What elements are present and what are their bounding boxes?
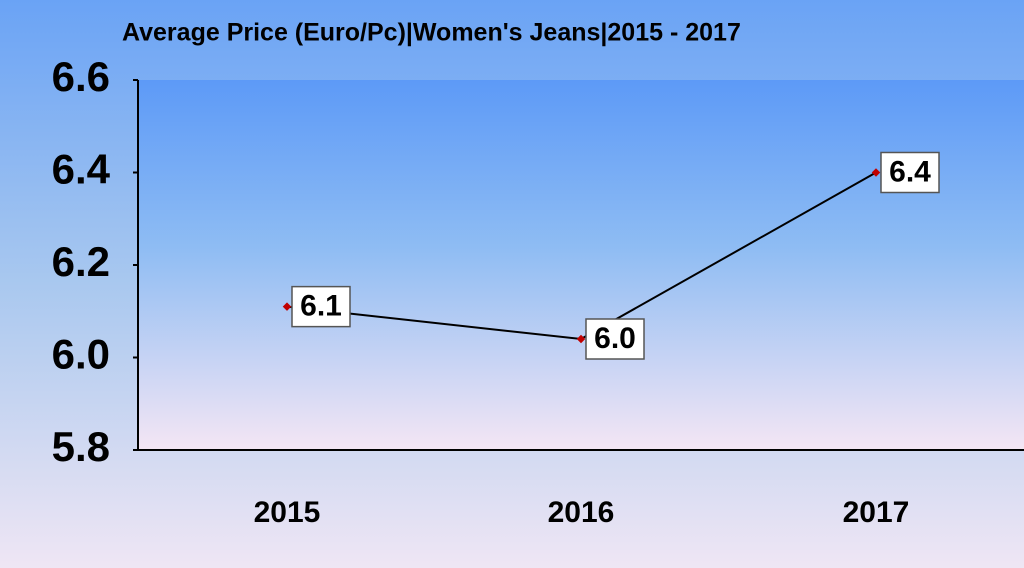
- plot-area: [138, 80, 1024, 450]
- label-box: [291, 285, 351, 328]
- marker: [576, 334, 586, 344]
- x-tick-label: 2017: [843, 496, 910, 529]
- data-label: 6.1: [300, 290, 342, 323]
- x-tick-label: 2016: [548, 496, 615, 529]
- y-tick-label: 5.8: [52, 423, 110, 470]
- y-tick-label: 6.0: [52, 331, 110, 378]
- y-tick-label: 6.2: [52, 238, 110, 285]
- y-tick-label: 6.6: [52, 53, 110, 100]
- label-box: [880, 151, 940, 194]
- data-label: 6.0: [594, 322, 636, 355]
- y-tick-label: 6.4: [52, 146, 111, 193]
- data-label: 6.4: [889, 155, 931, 188]
- chart-title: Average Price (Euro/Pc)|Women's Jeans|20…: [122, 19, 741, 47]
- marker: [282, 302, 292, 311]
- x-tick-label: 2015: [254, 496, 321, 529]
- label-box: [585, 318, 645, 360]
